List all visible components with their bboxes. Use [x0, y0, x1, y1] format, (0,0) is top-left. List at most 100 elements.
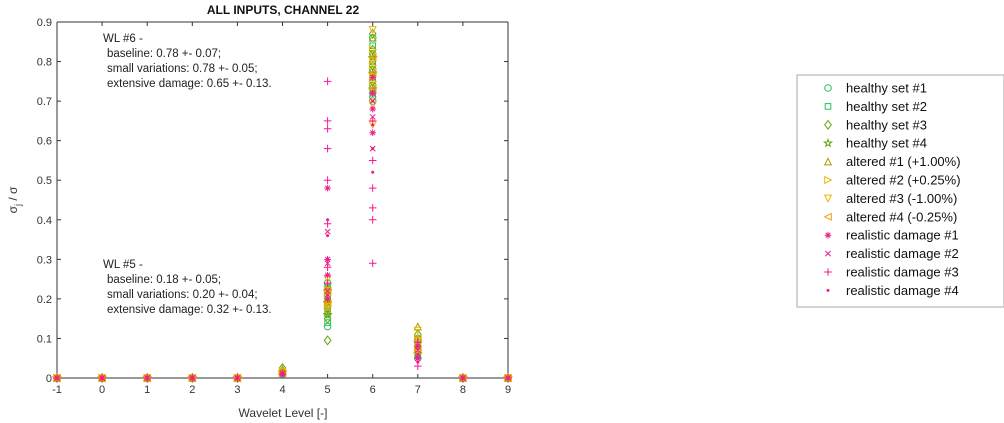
- legend-marker: [824, 231, 832, 239]
- data-point: [416, 352, 420, 356]
- data-point: [368, 215, 377, 224]
- data-point: [413, 326, 422, 335]
- x-tick-label: 0: [99, 384, 105, 396]
- legend-entry: healthy set #2: [824, 99, 927, 114]
- annotation-line: small variations: 0.20 +- 0.04;: [107, 289, 258, 301]
- data-point: [368, 65, 377, 74]
- legend-marker: [825, 250, 831, 257]
- data-point: [324, 271, 331, 279]
- data-point: [323, 77, 332, 86]
- x-axis-label: Wavelet Level [-]: [239, 406, 328, 420]
- legend-label: realistic damage #3: [846, 265, 959, 280]
- annotations: WL #6 - baseline: 0.78 +- 0.07; small vari…: [103, 33, 272, 316]
- data-point: [371, 123, 375, 127]
- annotation-line: WL #6 -: [103, 33, 143, 45]
- data-point: [414, 343, 422, 350]
- data-point: [190, 376, 194, 380]
- legend-label: altered #4 (-0.25%): [846, 209, 957, 224]
- legend-entry: healthy set #1: [824, 81, 927, 96]
- data-marks: [51, 26, 514, 384]
- y-label-subscript: j: [13, 204, 23, 207]
- data-point: [324, 287, 331, 294]
- y-label-sigma: σ: [6, 205, 20, 213]
- data-point: [416, 360, 420, 364]
- data-point: [324, 228, 331, 235]
- data-point: [368, 156, 377, 165]
- data-point: [323, 279, 332, 287]
- data-point: [324, 184, 331, 192]
- data-point: [323, 144, 332, 153]
- annotation-line: extensive damage: 0.32 +- 0.13.: [107, 304, 272, 316]
- legend-label: healthy set #3: [846, 117, 927, 132]
- legend-marker: [822, 137, 834, 148]
- data-point: [323, 176, 332, 185]
- y-tick-label: 0.5: [37, 175, 52, 187]
- annotation-line: small variations: 0.78 +- 0.05;: [107, 63, 258, 75]
- data-point: [145, 376, 149, 380]
- legend-entry: realistic damage #4: [826, 283, 959, 298]
- data-point: [324, 260, 331, 267]
- x-tick-label: 6: [370, 384, 376, 396]
- data-point: [368, 204, 377, 212]
- legend-marker: [824, 103, 832, 110]
- data-point: [368, 45, 378, 54]
- legend-entry: altered #1 (+1.00%): [823, 154, 961, 169]
- annotation-line: baseline: 0.78 +- 0.07;: [107, 48, 221, 60]
- y-tick-label: 0.4: [37, 215, 52, 227]
- data-point: [368, 53, 377, 62]
- data-point: [414, 338, 422, 347]
- data-point: [323, 303, 332, 312]
- plot-area: [57, 22, 508, 378]
- x-tick-label: 8: [460, 384, 466, 396]
- data-point: [323, 125, 332, 133]
- x-tick-label: 2: [189, 384, 195, 396]
- legend-marker: [824, 268, 832, 276]
- legend-label: realistic damage #1: [846, 228, 959, 243]
- data-point: [368, 89, 377, 97]
- legend-label: realistic damage #4: [846, 283, 959, 298]
- data-point: [368, 28, 377, 39]
- x-tick-label: 4: [279, 384, 285, 396]
- data-point: [368, 49, 377, 58]
- data-point: [323, 117, 332, 125]
- data-point: [369, 105, 376, 113]
- data-point: [368, 33, 377, 42]
- legend-entry: altered #3 (-1.00%): [823, 191, 957, 206]
- data-point: [323, 286, 332, 296]
- data-point: [461, 376, 465, 380]
- legend-entry: healthy set #3: [824, 117, 927, 132]
- data-point: [368, 57, 377, 66]
- y-tick-label: 0.2: [37, 294, 52, 306]
- axes: -1 0 1 2 3 4 5 6 7 8 900.10.20.30.40.50.60.70.80.9: [37, 17, 511, 396]
- y-tick-label: 0.1: [37, 333, 52, 345]
- annotation-line: baseline: 0.18 +- 0.05;: [107, 274, 221, 286]
- data-point: [55, 376, 59, 380]
- data-point: [369, 74, 376, 81]
- data-point: [369, 113, 376, 120]
- y-tick-label: 0.8: [37, 57, 52, 69]
- y-tick-label: 0.3: [37, 254, 52, 266]
- data-point: [326, 234, 330, 238]
- data-point: [323, 306, 332, 315]
- legend-entry: realistic damage #3: [824, 265, 959, 280]
- y-tick-label: 0.7: [37, 96, 52, 108]
- legend-marker: [824, 119, 832, 130]
- y-tick-label: 0.9: [37, 17, 52, 29]
- y-axis-label: σj / σ: [6, 186, 23, 213]
- data-point: [413, 322, 422, 331]
- data-point: [323, 263, 332, 272]
- series-12: [55, 99, 510, 380]
- data-point: [368, 97, 377, 105]
- data-point: [368, 26, 377, 35]
- annotation-wl-6: WL #6 - baseline: 0.78 +- 0.07; small vari…: [103, 33, 272, 90]
- data-point: [323, 302, 333, 311]
- data-point: [326, 293, 330, 297]
- y-tick-label: 0.6: [37, 136, 52, 148]
- x-tick-label: 3: [234, 384, 240, 396]
- legend-label: healthy set #2: [846, 99, 927, 114]
- x-tick-label: 5: [325, 384, 331, 396]
- chart-title: ALL INPUTS, CHANNEL 22: [207, 3, 360, 17]
- data-point: [326, 218, 330, 222]
- legend-marker: [824, 175, 833, 185]
